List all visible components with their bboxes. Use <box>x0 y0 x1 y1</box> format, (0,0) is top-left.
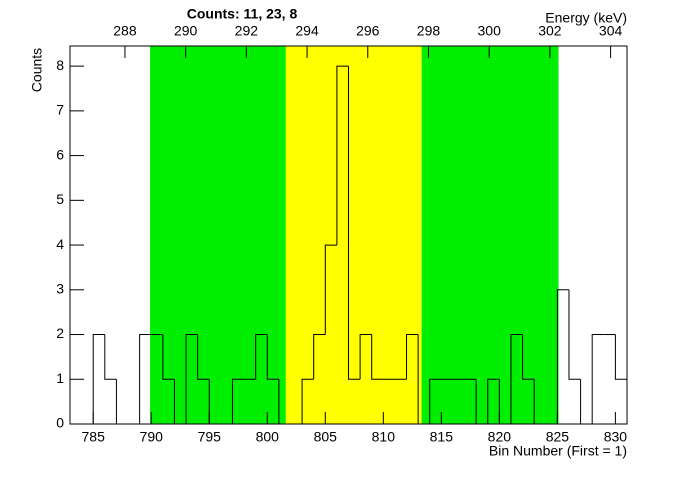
x2-tick-label: 294 <box>295 23 319 39</box>
bin <box>185 334 198 424</box>
bin <box>348 66 361 380</box>
x2-tick-label: 296 <box>356 23 380 39</box>
x2-tick-label: 300 <box>478 23 502 39</box>
bin <box>139 334 152 424</box>
bin <box>115 379 129 425</box>
bin <box>429 378 442 424</box>
bin <box>406 334 419 380</box>
bin <box>162 334 175 380</box>
bin <box>522 334 535 380</box>
x2-tick-label: 298 <box>417 23 441 39</box>
x-tick-label: 785 <box>82 429 106 445</box>
x2-tick-label: 302 <box>538 23 562 39</box>
bin <box>197 334 210 380</box>
x-tick-label: 805 <box>314 429 338 445</box>
bin <box>371 334 384 380</box>
y-tick-label: 5 <box>56 191 64 207</box>
bin <box>255 334 268 380</box>
bin <box>556 289 569 424</box>
x2-tick-label: 288 <box>113 23 137 39</box>
bin <box>104 334 117 380</box>
x-tick-label: 825 <box>546 429 570 445</box>
y-tick-label: 4 <box>56 236 64 252</box>
y-tick-label: 1 <box>56 370 64 386</box>
x2-axis-title: Energy (keV) <box>545 10 627 26</box>
bin <box>580 379 593 425</box>
bin <box>92 334 105 424</box>
bin <box>591 334 604 424</box>
y-axis-title: Counts <box>29 48 45 92</box>
region <box>421 46 559 424</box>
region <box>285 46 422 424</box>
x-tick-label: 815 <box>430 429 454 445</box>
bin <box>231 378 245 424</box>
y-tick-label: 2 <box>56 325 64 341</box>
region <box>150 46 286 424</box>
bin <box>266 334 279 380</box>
y-tick-label: 0 <box>56 415 64 431</box>
x-tick-label: 830 <box>604 429 628 445</box>
x-tick-label: 800 <box>256 429 280 445</box>
y-tick-label: 7 <box>56 102 64 118</box>
bin <box>487 378 500 424</box>
x2-tick-label: 290 <box>174 23 198 39</box>
x2-tick-label: 304 <box>599 23 623 39</box>
bin <box>359 334 372 380</box>
y-tick-label: 6 <box>56 146 64 162</box>
x2-tick-label: 292 <box>235 23 259 39</box>
x-tick-label: 810 <box>372 429 396 445</box>
x-tick-label: 790 <box>140 429 164 445</box>
x-axis-title: Bin Number (First = 1) <box>489 443 627 459</box>
y-tick-label: 8 <box>56 57 64 73</box>
chart-title: Counts: 11, 23, 8 <box>187 6 298 22</box>
bin <box>336 65 349 246</box>
bin <box>614 334 628 424</box>
x-tick-label: 820 <box>488 429 512 445</box>
bin <box>301 378 314 424</box>
bin <box>324 244 337 335</box>
bin <box>568 289 581 380</box>
x-tick-label: 795 <box>198 429 222 445</box>
plot-frame <box>69 45 628 425</box>
bin <box>510 334 523 424</box>
bin <box>313 334 326 380</box>
y-tick-label: 3 <box>56 281 64 297</box>
